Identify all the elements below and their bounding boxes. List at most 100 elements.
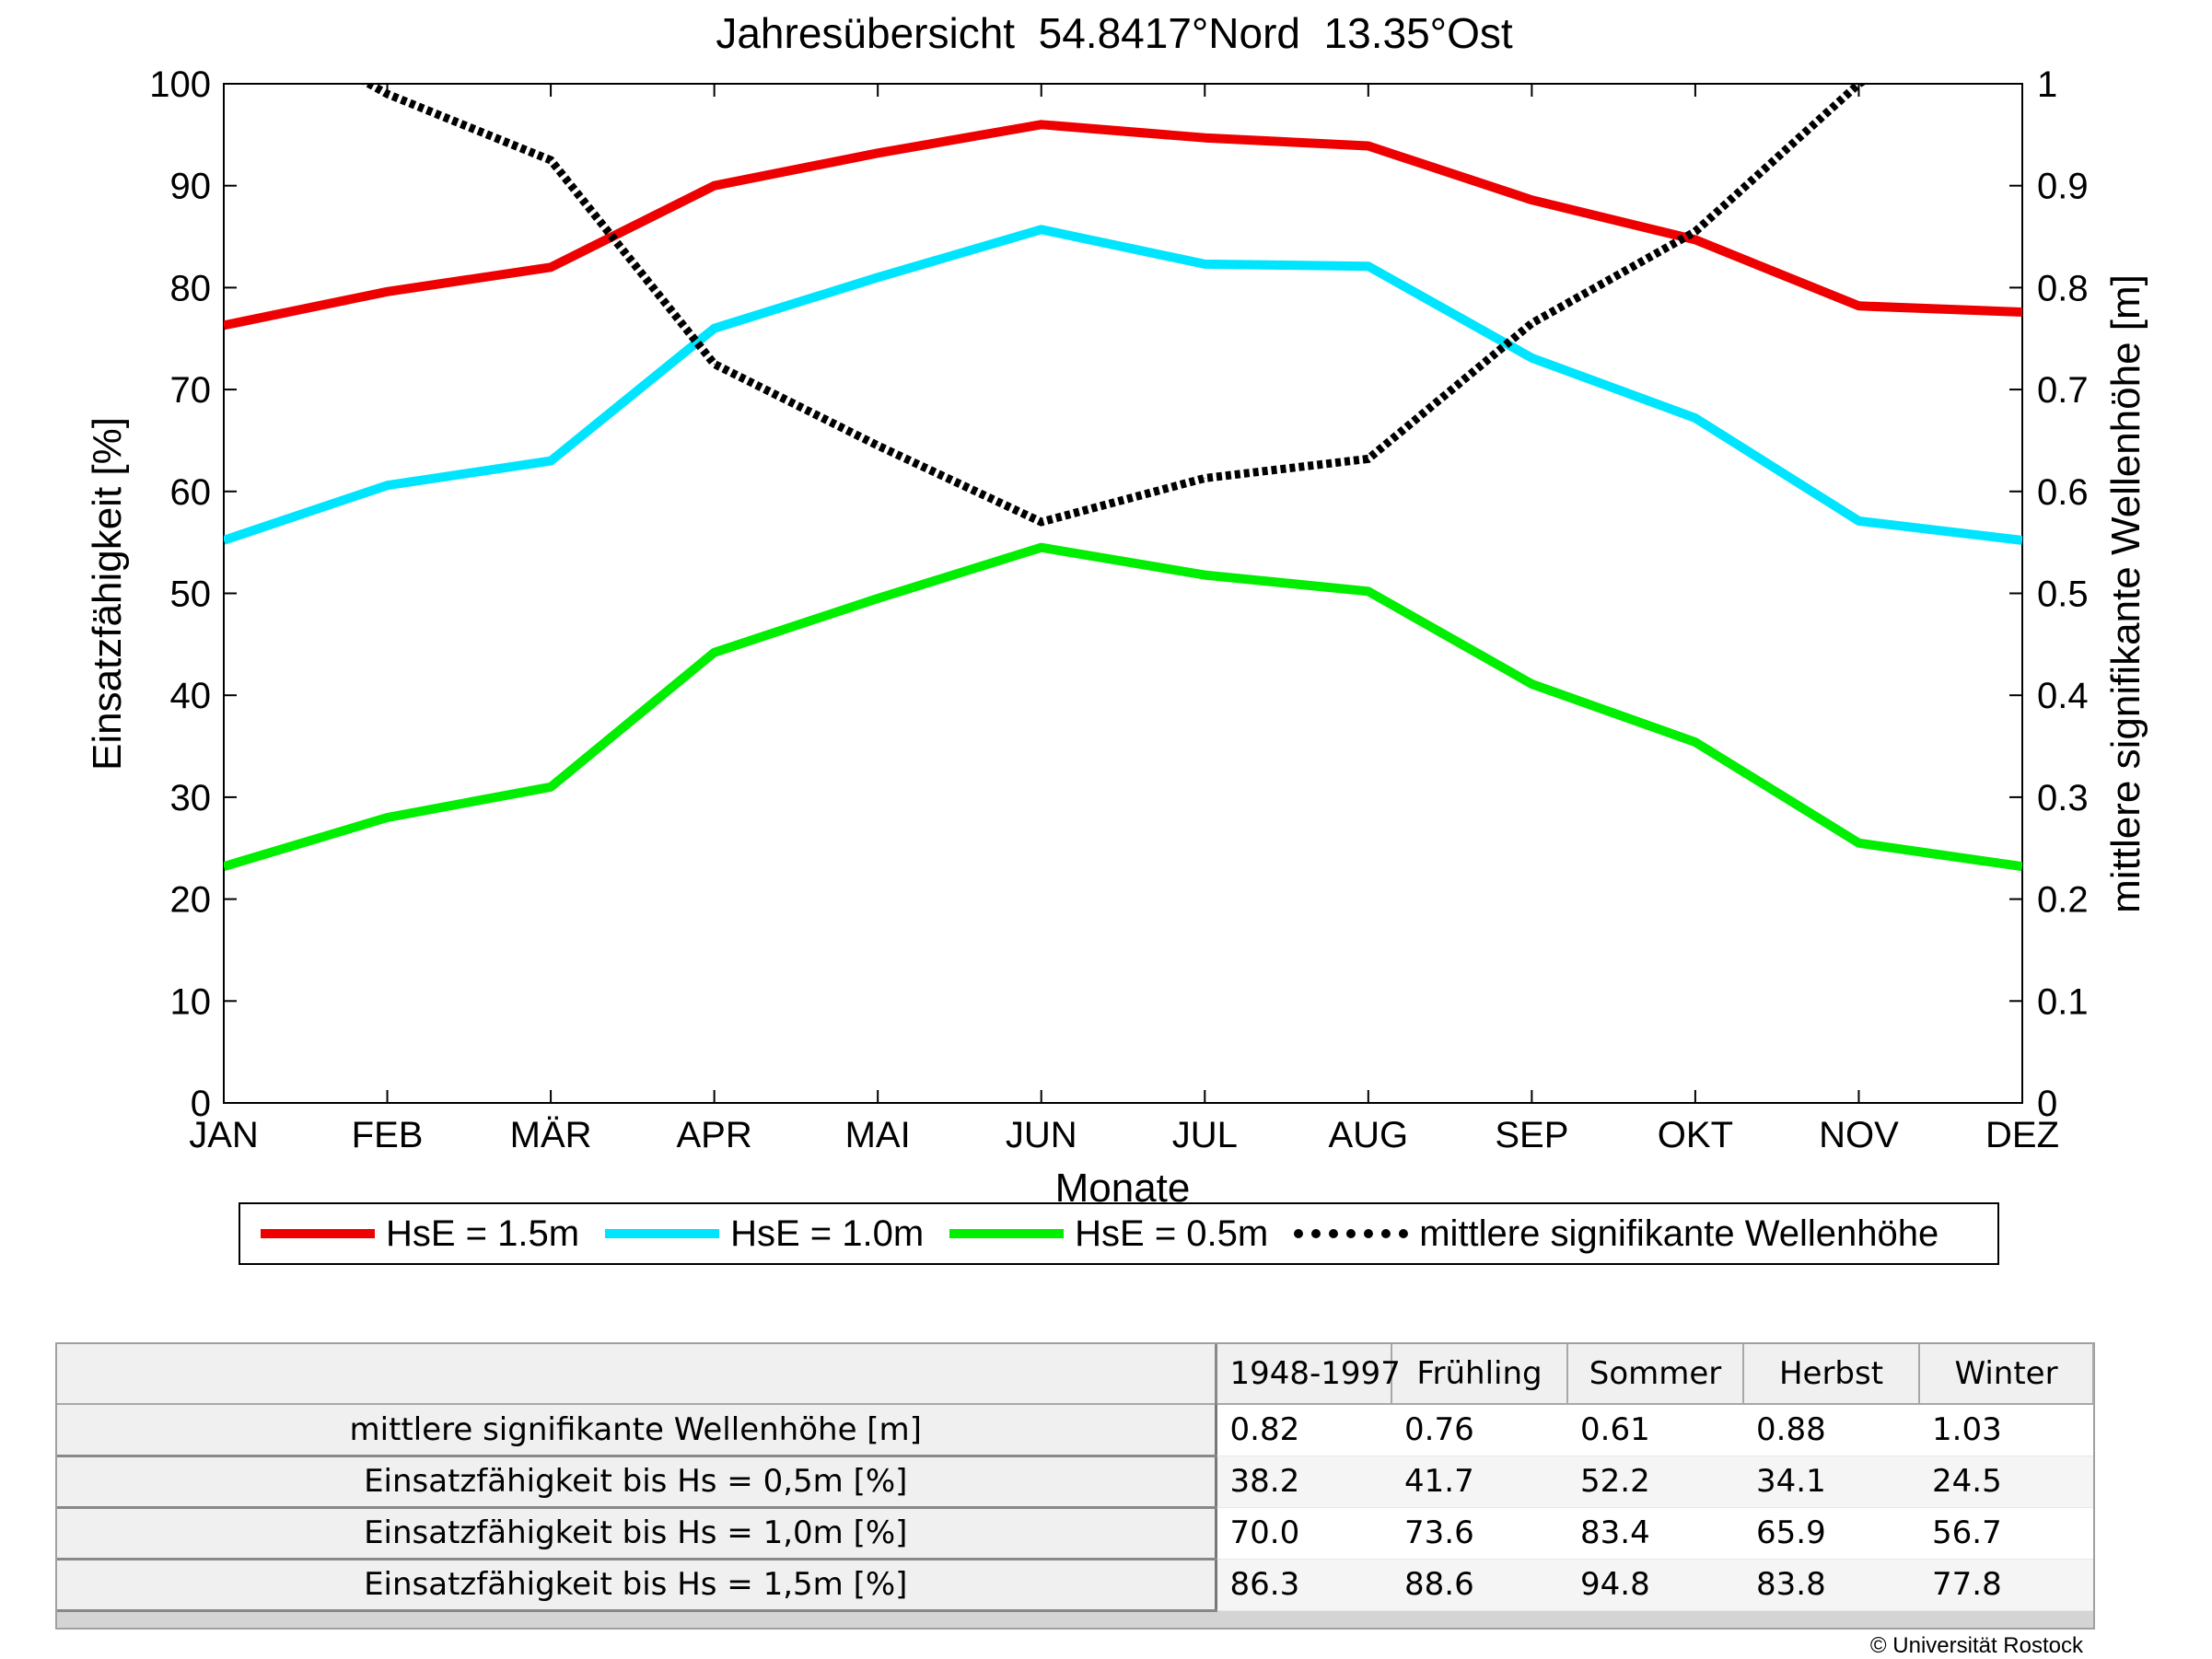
data-point bbox=[550, 159, 552, 161]
y2-tick-label: 1 bbox=[2037, 64, 2057, 105]
table-cell: 0.82 bbox=[1216, 1404, 1391, 1456]
data-point bbox=[1694, 741, 1696, 743]
y-tick-label: 30 bbox=[170, 778, 212, 818]
legend-label: HsE = 0.5m bbox=[1075, 1212, 1269, 1254]
table-cell: 1.03 bbox=[1919, 1404, 2093, 1456]
statistics-table: 1948-1997 Frühling Sommer Herbst Winter … bbox=[55, 1342, 2095, 1630]
table-header-cell[interactable]: Frühling bbox=[1391, 1344, 1568, 1405]
y-tick-label: 100 bbox=[149, 64, 211, 105]
x-tick-label: MAI bbox=[845, 1115, 911, 1155]
x-tick-label: JUN bbox=[1006, 1115, 1077, 1155]
table-cell: 73.6 bbox=[1391, 1507, 1567, 1560]
legend-swatch-green bbox=[949, 1229, 1065, 1238]
table-cell: 77.8 bbox=[1919, 1559, 2093, 1611]
row-label: mittlere signifikante Wellenhöhe [m] bbox=[57, 1404, 1217, 1457]
data-point bbox=[2021, 865, 2022, 867]
y-axis-left: 0 10 20 30 40 50 60 70 80 90 100 bbox=[149, 64, 237, 1124]
table-cell: 24.5 bbox=[1919, 1456, 2093, 1508]
data-point bbox=[550, 786, 552, 788]
y2-tick-label: 0.6 bbox=[2037, 472, 2089, 513]
legend-swatch-cyan bbox=[605, 1229, 720, 1238]
table-header-cell[interactable]: 1948-1997 bbox=[1216, 1344, 1401, 1405]
x-tick-label: NOV bbox=[1819, 1115, 1899, 1155]
data-point bbox=[1531, 683, 1532, 685]
table-cell: 0.76 bbox=[1391, 1404, 1567, 1456]
data-point bbox=[1041, 123, 1042, 125]
x-tick-label: JUL bbox=[1172, 1115, 1238, 1155]
y-tick-label: 50 bbox=[170, 574, 212, 615]
y2-tick-label: 0.2 bbox=[2037, 880, 2089, 921]
legend-label: HsE = 1.0m bbox=[730, 1212, 925, 1254]
data-point bbox=[2021, 311, 2022, 313]
data-point bbox=[1694, 231, 1696, 233]
series-line-2 bbox=[224, 542, 2022, 872]
y-tick-label: 10 bbox=[170, 981, 212, 1022]
x-tick-label: APR bbox=[677, 1115, 752, 1155]
table-header-cell[interactable]: Herbst bbox=[1743, 1344, 1920, 1405]
table-cell: 94.8 bbox=[1567, 1559, 1743, 1611]
data-point bbox=[387, 93, 389, 95]
table-cell: 86.3 bbox=[1216, 1559, 1391, 1611]
table-header-cell[interactable]: Sommer bbox=[1567, 1344, 1744, 1405]
y2-tick-label: 0.8 bbox=[2037, 268, 2089, 308]
x-tick-label: JAN bbox=[189, 1115, 259, 1155]
data-point bbox=[1041, 547, 1042, 549]
y2-tick-label: 0.1 bbox=[2037, 981, 2089, 1022]
table-cell: 34.1 bbox=[1743, 1456, 1919, 1508]
y2-tick-label: 0 bbox=[2037, 1084, 2057, 1124]
y2-tick-label: 0.4 bbox=[2037, 676, 2089, 716]
y-tick-label: 90 bbox=[170, 167, 212, 207]
data-point bbox=[1041, 521, 1042, 523]
y-tick-label: 60 bbox=[170, 472, 212, 513]
legend-swatch-red bbox=[261, 1229, 375, 1238]
table-cell: 41.7 bbox=[1391, 1456, 1567, 1508]
y-tick-label: 70 bbox=[170, 370, 212, 411]
table-header-cell[interactable]: Winter bbox=[1919, 1344, 2094, 1405]
table-cell: 70.0 bbox=[1216, 1507, 1391, 1560]
data-point bbox=[224, 865, 225, 867]
data-point bbox=[550, 266, 552, 268]
table-cell: 0.88 bbox=[1743, 1404, 1919, 1456]
table-row: mittlere signifikante Wellenhöhe [m] 0.8… bbox=[57, 1404, 2093, 1457]
data-point bbox=[224, 539, 225, 541]
copyright-notice: © Universität Rostock bbox=[1869, 1633, 2083, 1658]
x-tick-label: OKT bbox=[1658, 1115, 1733, 1155]
data-point bbox=[550, 460, 552, 462]
data-point bbox=[1694, 238, 1696, 240]
table-cell: 83.4 bbox=[1567, 1507, 1743, 1560]
series-layer bbox=[224, 84, 2022, 872]
data-point bbox=[1857, 520, 1859, 522]
y2-tick-label: 0.9 bbox=[2037, 167, 2089, 207]
row-label: Einsatzfähigkeit bis Hs = 1,0m [%] bbox=[57, 1507, 1217, 1560]
data-point bbox=[877, 445, 879, 447]
data-point bbox=[2021, 539, 2022, 541]
table-row: Einsatzfähigkeit bis Hs = 1,0m [%] 70.0 … bbox=[57, 1507, 2093, 1560]
legend-label: mittlere signifikante Wellenhöhe bbox=[1419, 1212, 1939, 1254]
data-point bbox=[877, 152, 879, 154]
y-tick-label: 20 bbox=[170, 880, 212, 921]
x-tick-label: MÄR bbox=[510, 1115, 592, 1155]
series-line-3 bbox=[360, 84, 1868, 527]
series-line-1 bbox=[224, 225, 2022, 545]
data-point bbox=[714, 652, 716, 654]
legend: HsE = 1.5m HsE = 1.0m HsE = 0.5m mittler… bbox=[239, 1202, 1999, 1265]
chart: Jahresübersicht 54.8417°Nord 13.35°Ost 0… bbox=[85, 9, 2148, 1211]
data-point bbox=[1694, 417, 1696, 419]
data-point bbox=[714, 185, 716, 187]
y-axis-label: Einsatzfähigkeit [%] bbox=[85, 417, 130, 771]
data-point bbox=[387, 484, 389, 486]
data-point bbox=[1531, 357, 1532, 359]
legend-item: HsE = 1.0m bbox=[605, 1213, 924, 1255]
x-tick-label: AUG bbox=[1328, 1115, 1408, 1155]
y-tick-label: 40 bbox=[170, 676, 212, 716]
data-point bbox=[877, 597, 879, 599]
y-tick-label: 0 bbox=[191, 1084, 211, 1124]
data-point bbox=[1531, 199, 1532, 201]
table-cell: 52.2 bbox=[1567, 1456, 1743, 1508]
table-row: Einsatzfähigkeit bis Hs = 0,5m [%] 38.2 … bbox=[57, 1456, 2093, 1509]
table-cell: 83.8 bbox=[1743, 1559, 1919, 1611]
legend-swatch-dotted bbox=[1294, 1229, 1409, 1238]
data-point bbox=[1041, 228, 1042, 230]
data-point bbox=[714, 328, 716, 330]
data-point bbox=[1857, 842, 1859, 844]
